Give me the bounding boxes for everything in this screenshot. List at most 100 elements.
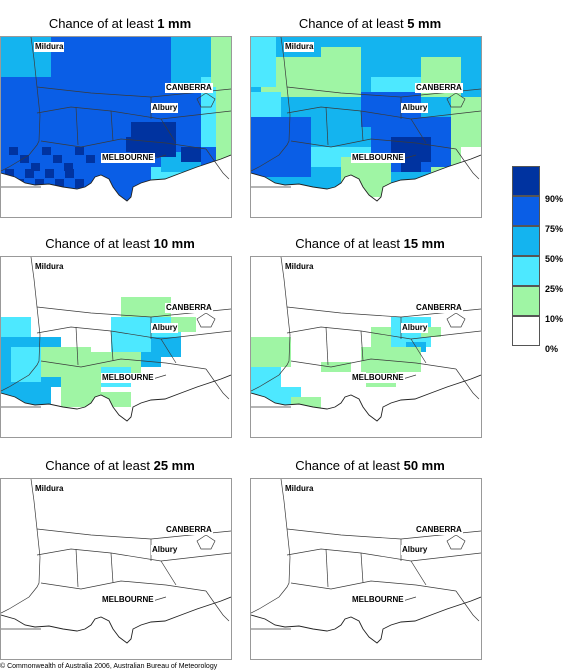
probability-cell <box>53 155 62 163</box>
region-border <box>286 306 481 318</box>
coastline <box>251 374 481 422</box>
region-border <box>290 358 457 370</box>
region-border <box>325 106 329 146</box>
probability-cell <box>321 47 361 97</box>
region-border <box>205 590 230 622</box>
city-label-melbourne: MELBOURNE <box>101 373 155 383</box>
region-border <box>110 110 114 142</box>
panel-title-amount: 10 mm <box>153 236 195 251</box>
region-border <box>196 312 216 328</box>
panel-title: Chance of at least 1 mm <box>0 16 240 31</box>
city-label-melbourne: MELBOURNE <box>351 595 405 605</box>
probability-cell <box>211 37 231 87</box>
city-label-albury: Albury <box>151 323 179 333</box>
rainfall-probability-grid <box>1 479 231 659</box>
region-border <box>196 92 216 108</box>
city-label-canberra: CANBERRA <box>415 303 463 313</box>
victoria-map: Mildura CANBERRA Albury MELBOURNE <box>0 478 232 660</box>
probability-cell <box>271 137 311 177</box>
legend-swatch-10 <box>512 286 540 316</box>
coastline <box>1 374 231 422</box>
region-border <box>325 548 329 588</box>
probability-cell <box>35 179 44 188</box>
city-label-canberra: CANBERRA <box>415 525 463 535</box>
city-label-canberra: CANBERRA <box>165 83 213 93</box>
victoria-map: Mildura CANBERRA Albury MELBOURNE <box>250 256 482 438</box>
rainfall-probability-grid <box>251 37 481 217</box>
probability-cell <box>5 169 14 178</box>
probability-cell <box>86 155 95 163</box>
city-label-mildura: Mildura <box>284 484 315 494</box>
region-border <box>286 528 481 540</box>
region-border <box>75 326 79 366</box>
sea-mask <box>251 375 481 437</box>
probability-legend: 90% 75% 50% 25% 10% 0% <box>512 166 570 356</box>
region-border <box>36 306 231 318</box>
probability-cell <box>421 327 441 337</box>
probability-cell <box>251 37 276 87</box>
legend-swatch-90 <box>512 166 540 196</box>
probability-cell <box>42 147 51 155</box>
city-label-melbourne: MELBOURNE <box>351 153 405 163</box>
probability-cell <box>55 179 64 188</box>
region-border <box>1 479 41 614</box>
region-border <box>40 580 207 592</box>
victoria-map: Mildura CANBERRA Albury MELBOURNE <box>0 36 232 218</box>
region-border <box>360 552 364 584</box>
legend-swatch-0 <box>512 316 540 346</box>
city-label-melbourne: MELBOURNE <box>101 153 155 163</box>
sea-mask <box>1 597 231 659</box>
region-border <box>36 86 231 98</box>
sea-mask <box>251 155 481 217</box>
region-border <box>455 148 480 180</box>
legend-label-0: 0% <box>545 344 559 354</box>
region-border <box>251 479 291 614</box>
probability-cell <box>45 169 54 178</box>
probability-cell <box>20 155 29 163</box>
city-label-mildura: Mildura <box>284 262 315 272</box>
probability-cell <box>251 92 281 117</box>
probability-cell <box>9 147 18 155</box>
region-border <box>160 118 177 144</box>
panel-title-prefix: Chance of at least <box>48 16 158 31</box>
legend-swatch-75 <box>512 196 540 226</box>
city-label-melbourne: MELBOURNE <box>101 595 155 605</box>
city-label-canberra: CANBERRA <box>165 303 213 313</box>
city-label-albury: Albury <box>401 103 429 113</box>
probability-cell <box>31 163 40 171</box>
probability-cell <box>25 169 34 178</box>
region-border <box>75 106 79 146</box>
city-label-albury: Albury <box>151 545 179 555</box>
region-border <box>290 138 457 150</box>
region-border <box>205 148 230 180</box>
region-border <box>36 528 231 540</box>
city-label-albury: Albury <box>401 323 429 333</box>
legend-swatch-25 <box>512 256 540 286</box>
victoria-map: Mildura CANBERRA Albury MELBOURNE <box>250 478 482 660</box>
panel-title-amount: 1 mm <box>157 16 192 31</box>
city-label-canberra: CANBERRA <box>165 525 213 535</box>
region-border <box>75 548 79 588</box>
city-label-mildura: Mildura <box>34 262 65 272</box>
region-border <box>251 257 291 392</box>
probability-cell <box>126 137 146 152</box>
probability-cell <box>251 337 291 367</box>
panel-title-prefix: Chance of at least <box>295 236 404 251</box>
panel-title-prefix: Chance of at least <box>298 16 408 31</box>
region-border <box>110 552 114 584</box>
rainfall-probability-grid <box>251 257 481 437</box>
panel-title-prefix: Chance of at least <box>45 236 154 251</box>
region-border <box>410 118 427 144</box>
panel-title: Chance of at least 10 mm <box>0 236 240 251</box>
victoria-map: Mildura CANBERRA Albury MELBOURNE <box>0 256 232 438</box>
region-border <box>36 548 231 562</box>
probability-cell <box>11 347 41 382</box>
panel-title-prefix: Chance of at least <box>45 458 154 473</box>
region-border <box>40 358 207 370</box>
city-label-mildura: Mildura <box>34 484 65 494</box>
probability-cell <box>321 362 351 372</box>
region-border <box>446 92 466 108</box>
city-label-mildura: Mildura <box>284 42 315 52</box>
legend-label-90: 90% <box>545 194 564 204</box>
probability-cell <box>64 163 73 171</box>
